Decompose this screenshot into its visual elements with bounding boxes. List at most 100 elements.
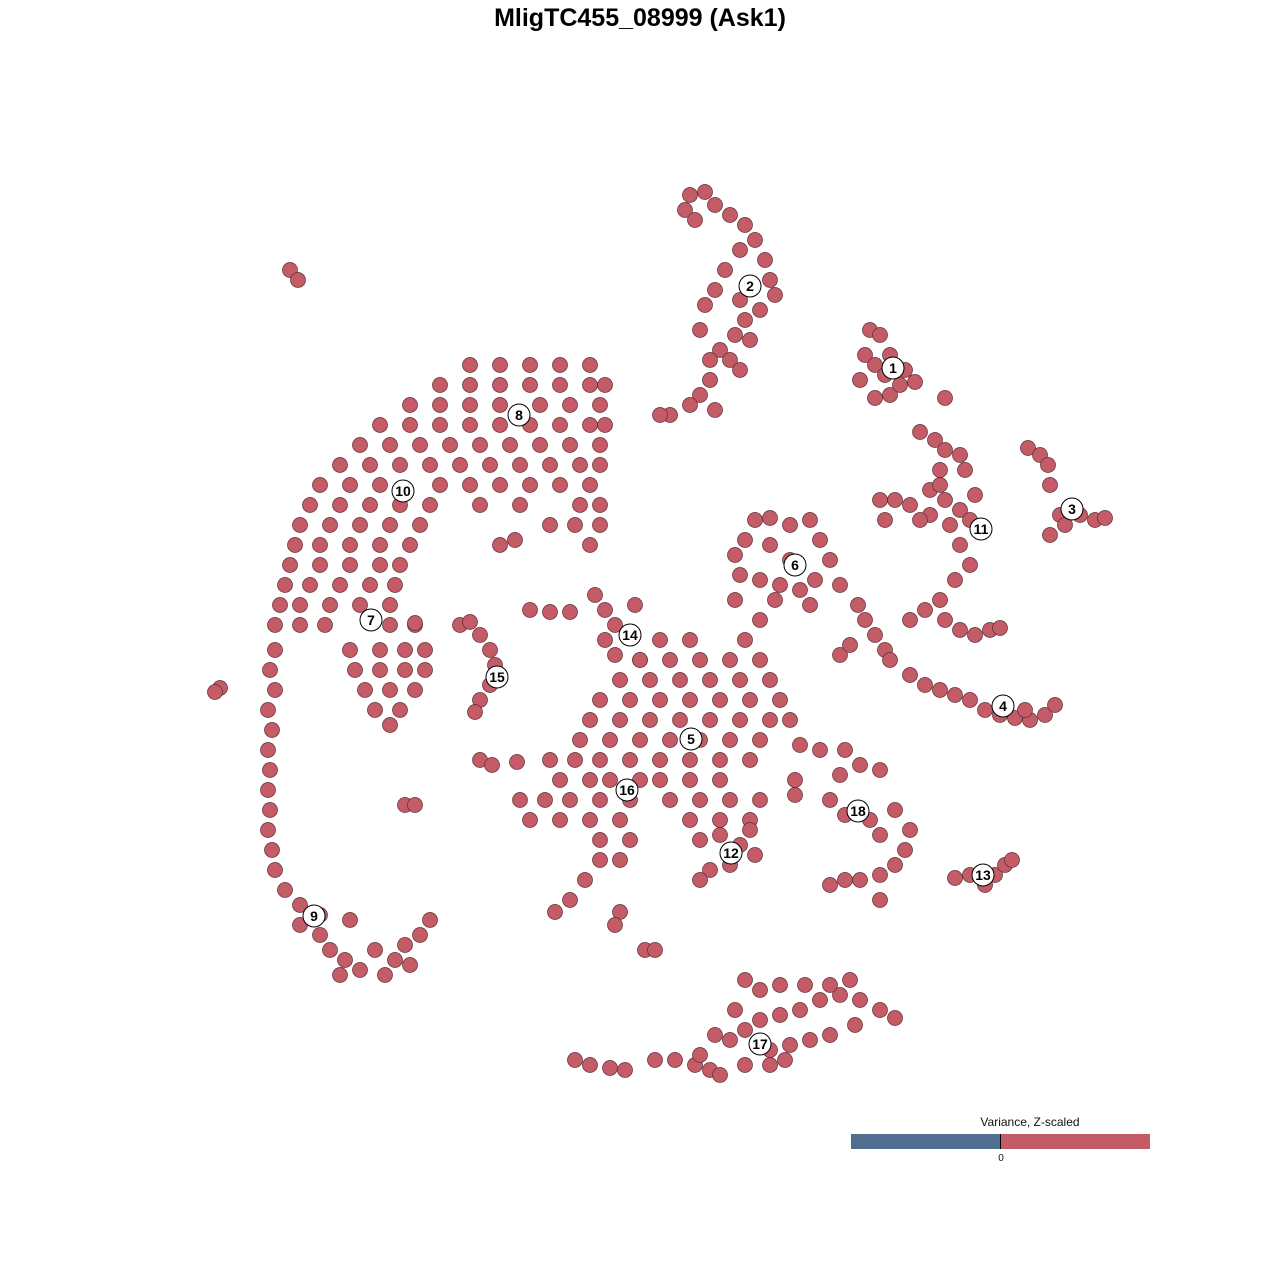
cell-point: [832, 767, 848, 783]
cell-point: [692, 387, 708, 403]
cell-point: [522, 477, 538, 493]
cell-point: [402, 417, 418, 433]
cell-point: [512, 792, 528, 808]
cell-point: [772, 692, 788, 708]
cell-point: [887, 802, 903, 818]
cell-point: [567, 1052, 583, 1068]
cell-point: [872, 1002, 888, 1018]
cell-point: [402, 397, 418, 413]
cell-point: [692, 832, 708, 848]
cell-point: [602, 732, 618, 748]
cell-point: [682, 632, 698, 648]
cell-point: [742, 822, 758, 838]
cell-point: [372, 537, 388, 553]
cell-point: [967, 627, 983, 643]
cluster-label-badge: [881, 356, 905, 380]
cell-point: [682, 187, 698, 203]
cell-point: [702, 372, 718, 388]
cell-point: [707, 402, 723, 418]
cell-point: [322, 517, 338, 533]
cell-point: [1020, 440, 1036, 456]
cell-point: [957, 462, 973, 478]
cell-point: [547, 904, 563, 920]
cell-point: [812, 992, 828, 1008]
cluster-label-12: 12: [719, 841, 743, 865]
cell-point: [952, 502, 968, 518]
cell-point: [857, 612, 873, 628]
cell-point: [287, 537, 303, 553]
cell-point: [512, 497, 528, 513]
cell-point: [852, 992, 868, 1008]
cell-point: [932, 592, 948, 608]
cell-point: [509, 754, 525, 770]
cell-point: [737, 532, 753, 548]
cell-point: [907, 374, 923, 390]
cell-point: [322, 597, 338, 613]
cell-point: [260, 742, 276, 758]
cell-point: [262, 762, 278, 778]
cell-point: [572, 497, 588, 513]
cell-point: [747, 847, 763, 863]
cell-point: [867, 627, 883, 643]
cell-point: [882, 652, 898, 668]
cell-point: [787, 787, 803, 803]
cell-point: [402, 957, 418, 973]
cluster-label-badge: [359, 608, 383, 632]
cell-point: [877, 512, 893, 528]
cell-point: [902, 667, 918, 683]
cell-point: [837, 872, 853, 888]
cell-point: [387, 577, 403, 593]
cell-point: [352, 437, 368, 453]
cell-point: [562, 397, 578, 413]
cell-point: [662, 732, 678, 748]
cell-point: [602, 772, 618, 788]
cell-point: [782, 1037, 798, 1053]
cell-point: [1004, 852, 1020, 868]
cell-point: [567, 752, 583, 768]
cell-point: [872, 762, 888, 778]
cell-point: [832, 987, 848, 1003]
cell-point: [382, 682, 398, 698]
cell-point: [652, 772, 668, 788]
cell-point: [322, 942, 338, 958]
cell-point: [652, 632, 668, 648]
cell-point: [912, 512, 928, 528]
cell-point: [260, 702, 276, 718]
cell-point: [947, 870, 963, 886]
cell-point: [772, 1007, 788, 1023]
cell-point: [737, 312, 753, 328]
cell-point: [847, 1017, 863, 1033]
cell-point: [422, 497, 438, 513]
cluster-label-text: 2: [746, 278, 754, 294]
cell-point: [622, 832, 638, 848]
cell-point: [442, 437, 458, 453]
cell-point: [607, 647, 623, 663]
cell-point: [917, 677, 933, 693]
cell-point: [852, 757, 868, 773]
cluster-label-text: 1: [889, 360, 897, 376]
cluster-label-badge: [971, 863, 995, 887]
cell-point: [207, 684, 223, 700]
cluster-label-text: 15: [489, 669, 505, 685]
cell-point: [667, 1052, 683, 1068]
cell-point: [312, 477, 328, 493]
cell-point: [702, 712, 718, 728]
cell-point: [282, 557, 298, 573]
cell-point: [542, 752, 558, 768]
cell-point: [522, 812, 538, 828]
cluster-label-6: 6: [783, 553, 807, 577]
cell-point: [462, 397, 478, 413]
cluster-label-badge: [618, 623, 642, 647]
cell-point: [597, 632, 613, 648]
cell-point: [752, 572, 768, 588]
cell-point: [887, 1010, 903, 1026]
cell-point: [542, 604, 558, 620]
cell-point: [367, 942, 383, 958]
cell-point: [752, 792, 768, 808]
cell-point: [387, 952, 403, 968]
cell-point: [822, 792, 838, 808]
cell-point: [367, 702, 383, 718]
cell-point: [947, 572, 963, 588]
cell-point: [382, 437, 398, 453]
